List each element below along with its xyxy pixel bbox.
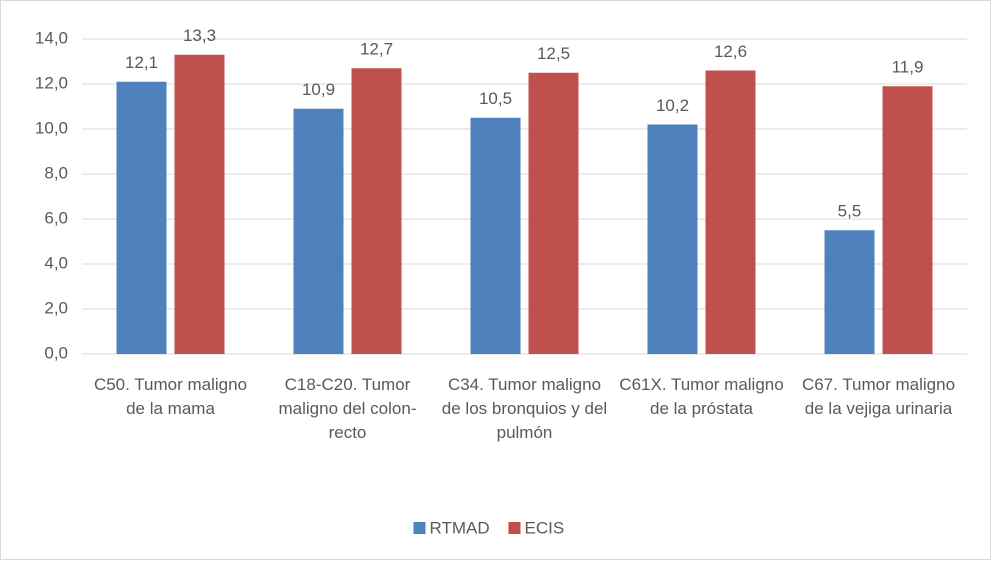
bar bbox=[470, 117, 521, 354]
data-label: 10,5 bbox=[479, 89, 512, 108]
bar bbox=[174, 54, 225, 354]
bar bbox=[824, 230, 875, 354]
x-tick-label: C67. Tumor maligno de la vejiga urinaria bbox=[801, 375, 956, 418]
x-tick-label: C18-C20. Tumor maligno del colon- recto bbox=[278, 375, 417, 442]
x-tick-label: C61X. Tumor maligno de la próstata bbox=[619, 375, 784, 418]
x-tick-label: C34. Tumor maligno de los bronquios y de… bbox=[441, 375, 608, 442]
y-tick-label: 0,0 bbox=[44, 343, 68, 362]
y-tick-label: 2,0 bbox=[44, 298, 68, 317]
bar bbox=[705, 70, 756, 354]
x-tick-label: C50. Tumor maligno de la mama bbox=[93, 375, 248, 418]
y-tick-label: 10,0 bbox=[35, 118, 68, 137]
bar bbox=[293, 108, 344, 354]
bar bbox=[647, 124, 698, 354]
data-label: 12,7 bbox=[360, 40, 393, 59]
data-label: 12,5 bbox=[537, 44, 570, 63]
bar bbox=[528, 72, 579, 354]
legend-swatch bbox=[508, 522, 521, 534]
legend-swatch bbox=[413, 522, 426, 534]
data-label: 5,5 bbox=[838, 202, 862, 221]
bar bbox=[882, 86, 933, 354]
data-label: 11,9 bbox=[892, 58, 924, 77]
data-label: 10,9 bbox=[302, 80, 335, 99]
data-label: 12,6 bbox=[714, 42, 747, 61]
legend-label: ECIS bbox=[525, 518, 565, 537]
y-tick-label: 8,0 bbox=[44, 163, 68, 182]
bar bbox=[116, 81, 167, 354]
y-tick-label: 12,0 bbox=[35, 73, 68, 92]
data-label: 12,1 bbox=[125, 53, 158, 72]
y-tick-label: 4,0 bbox=[44, 253, 68, 272]
legend-label: RTMAD bbox=[430, 518, 490, 537]
y-tick-label: 14,0 bbox=[35, 28, 68, 47]
data-label: 13,3 bbox=[183, 26, 216, 45]
y-tick-label: 6,0 bbox=[44, 208, 68, 227]
data-label: 10,2 bbox=[656, 96, 689, 115]
bar bbox=[351, 68, 402, 354]
